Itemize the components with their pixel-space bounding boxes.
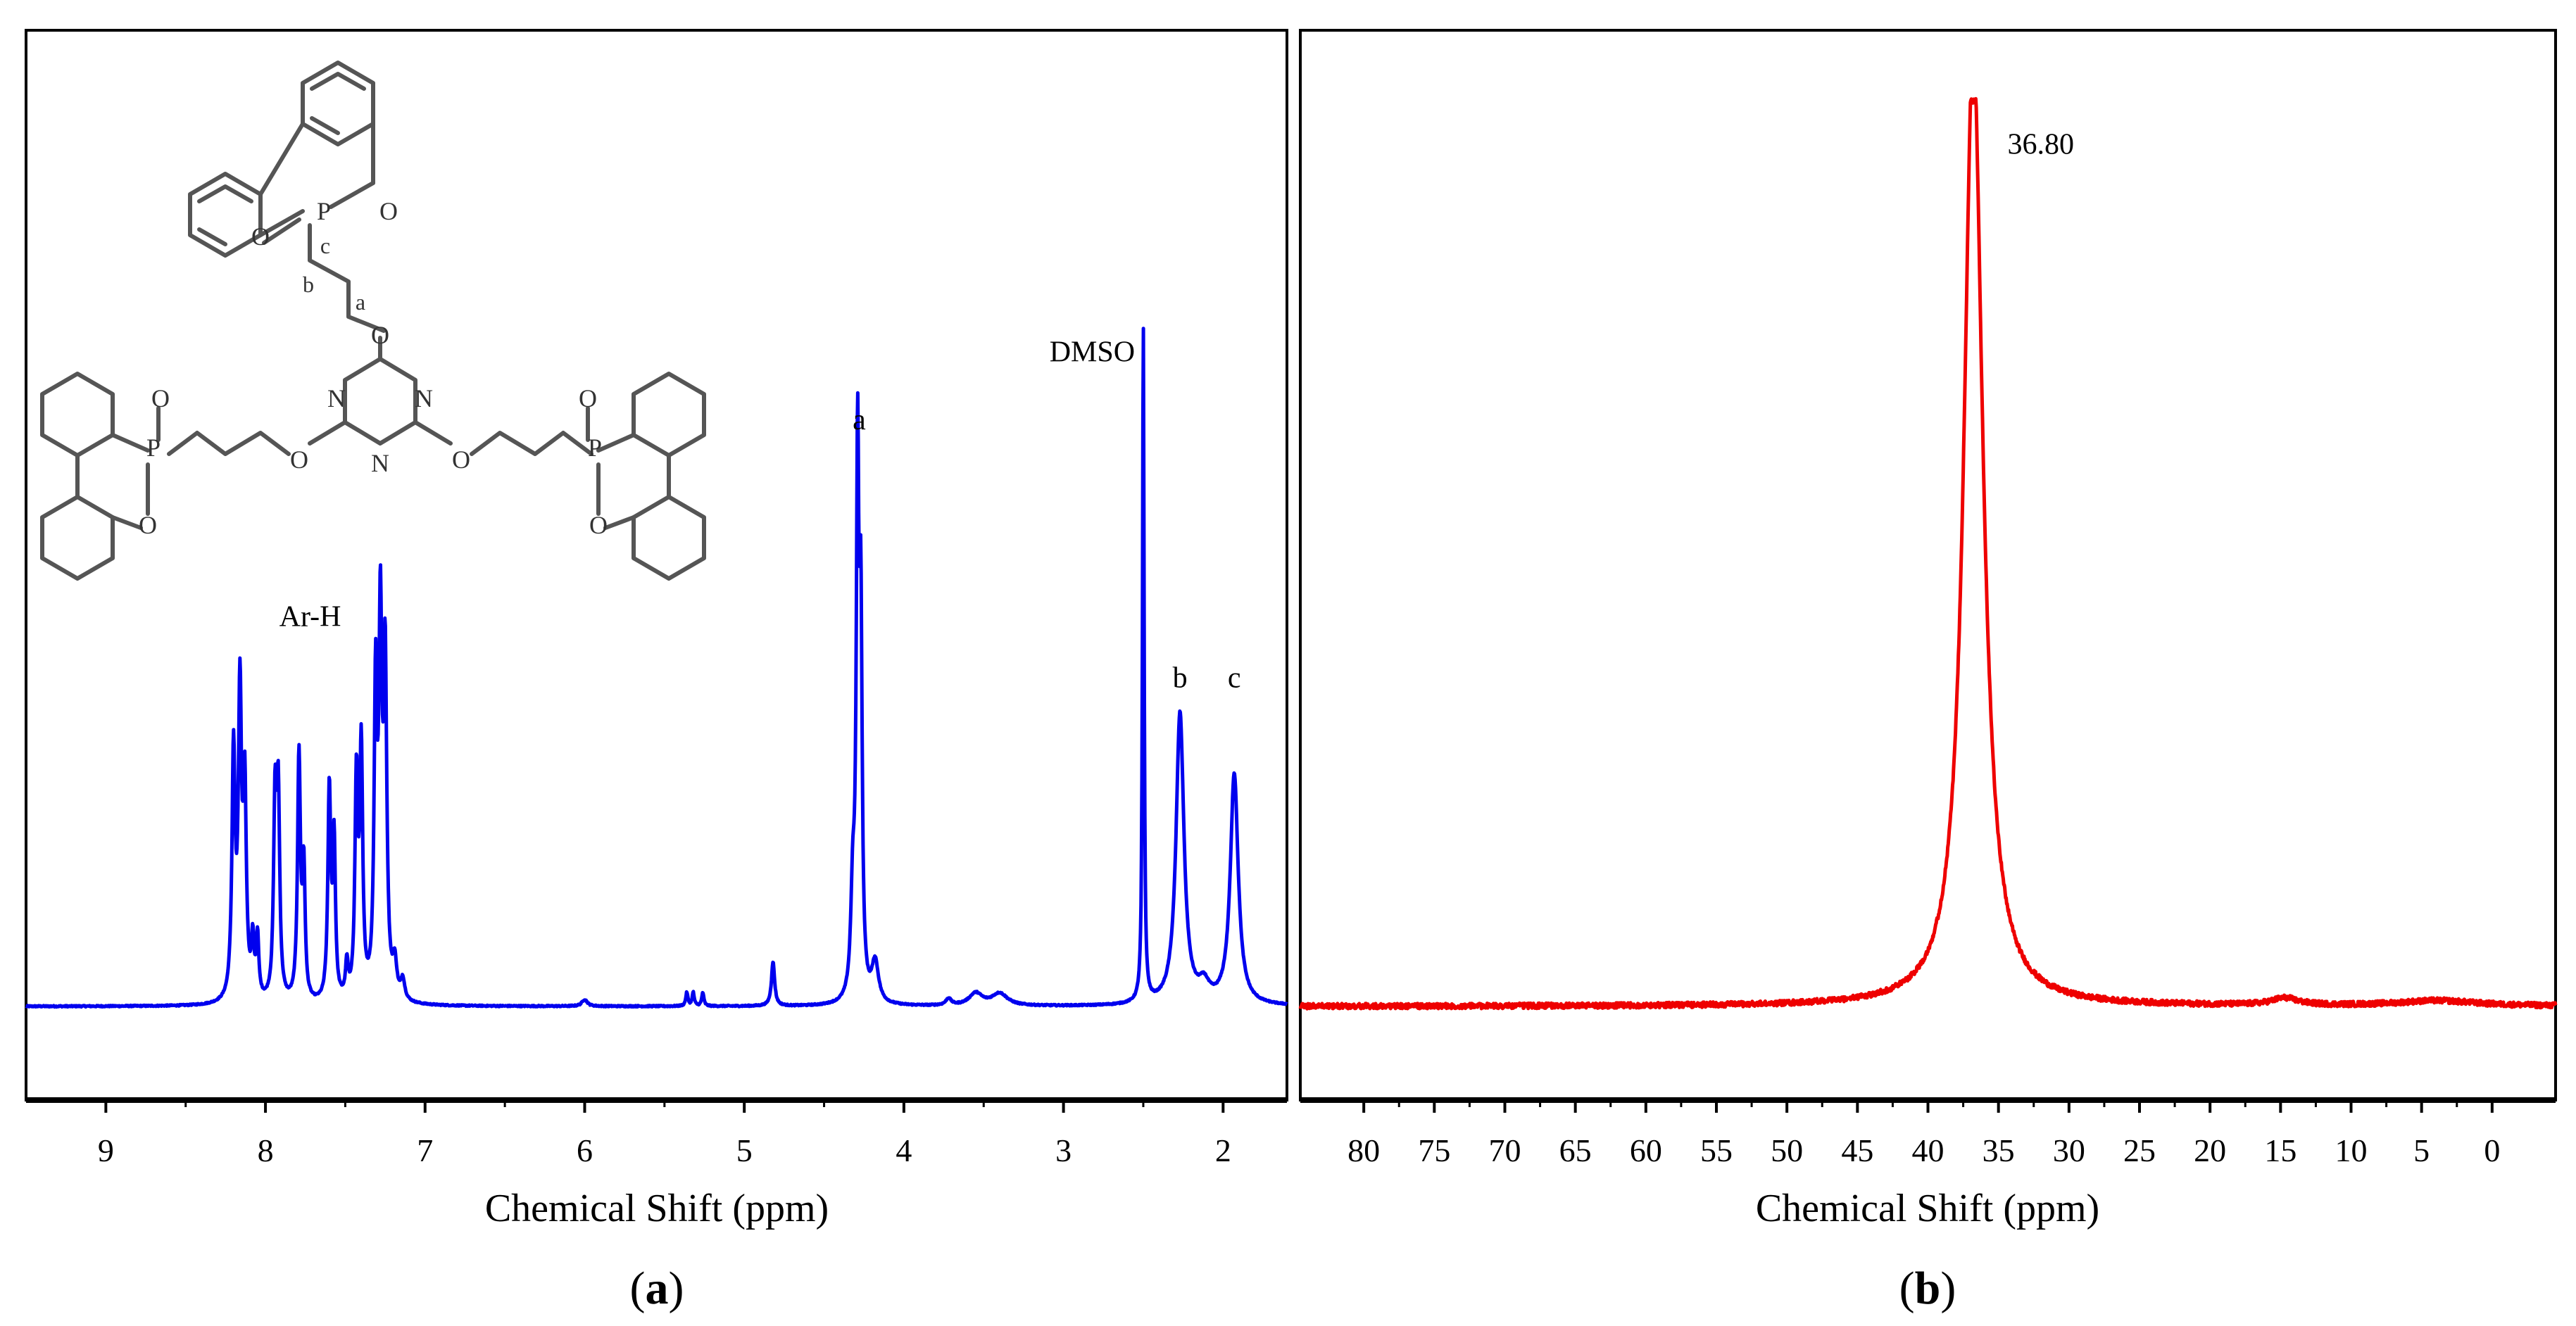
bond [596,433,636,453]
atom-o: O [371,321,389,349]
x-tick-label: 10 [2335,1132,2368,1168]
x-tick-label: 15 [2264,1132,2297,1168]
bond [258,122,305,196]
x-tick-label: 0 [2484,1132,2500,1168]
panel-b-annotations: 36.80 [2008,128,2075,160]
molecule-structure [40,61,706,581]
triazine-ring [343,357,417,446]
atom-o: O [589,511,608,539]
aromatic-bond [197,184,253,203]
x-tick-label: 70 [1488,1132,1521,1168]
x-tick-label: 55 [1700,1132,1733,1168]
atom-o: O [139,511,157,539]
x-tick-label: 45 [1841,1132,1873,1168]
po-double-bond [262,217,301,245]
x-tick-label: 3 [1055,1132,1072,1168]
bond [258,209,305,237]
x-tick-label: 25 [2123,1132,2156,1168]
h-nmr-spectrum-line [25,327,1288,1009]
bond [111,515,143,530]
x-tick-label: 2 [1215,1132,1231,1168]
peak-annotation: Ar-H [279,601,341,633]
chain-label-b: b [303,272,314,297]
x-tick-label: 65 [1559,1132,1592,1168]
x-tick-label: 40 [1912,1132,1944,1168]
peak-annotation: DMSO [1050,336,1135,368]
x-tick-label: 20 [2194,1132,2226,1168]
x-tick-label: 35 [1983,1132,2015,1168]
x-tick-label: 7 [417,1132,433,1168]
atom-o: O [151,384,170,412]
panel-a-caption: (a) [630,1263,684,1314]
atom-o: O [290,446,308,474]
chain-label-c: c [320,233,330,258]
right-benzene-ring-upper [632,372,706,457]
panel-a-tick-labels: 9 8 7 6 5 4 3 2 [98,1132,1231,1168]
x-tick-label: 6 [577,1132,593,1168]
bond [603,515,636,530]
peak-annotation: a [853,404,866,436]
atom-n: N [415,384,433,412]
p-nmr-spectrum-line [1298,96,2558,1011]
x-tick-label: 80 [1347,1132,1380,1168]
panel-a-caption-letter: a [646,1263,669,1314]
bond [329,181,375,209]
atom-n: N [327,384,346,412]
chain-label-a: a [356,289,365,315]
atom-p: P [146,434,161,462]
propyl-chain-top [308,223,386,333]
propyl-chain-right [470,431,593,456]
panel-b-tick-labels: 80 75 70 65 60 55 50 45 40 35 30 25 20 15 10 5 0 [1347,1132,2500,1168]
aromatic-bond [310,72,366,91]
x-tick-label: 8 [258,1132,274,1168]
atom-p: P [588,434,602,462]
panel-b-x-label: Chemical Shift (ppm) [1756,1187,2099,1230]
x-tick-label: 50 [1771,1132,1803,1168]
atom-o: O [379,197,398,225]
panel-a-annotations: Ar-H a DMSO b c [279,336,1241,694]
right-benzene-ring-lower [632,495,706,581]
x-tick-label: 75 [1418,1132,1450,1168]
propyl-chain-left [167,431,291,456]
panel-b-caption: (b) [1899,1263,1956,1314]
atom-o: O [579,384,597,412]
bond [111,433,150,453]
atom-p: P [317,197,331,225]
x-tick-label: 9 [98,1132,114,1168]
panel-b-frame [1299,29,2557,1101]
atom-o: O [452,446,470,474]
bond [413,420,453,446]
panel-a-x-label: Chemical Shift (ppm) [485,1187,829,1230]
x-tick-label: 5 [736,1132,753,1168]
x-tick-label: 5 [2413,1132,2430,1168]
left-benzene-ring-lower [40,495,115,581]
panel-a-ticks [104,1100,1225,1113]
molecule-atom-labels: P O O c b a O N N N O O P O O P O O [139,197,608,539]
panel-b-caption-letter: b [1915,1263,1941,1314]
aromatic-bond [197,227,227,246]
peak-annotation: c [1228,662,1241,694]
peak-annotation: 36.80 [2008,128,2075,160]
atom-n: N [371,449,389,477]
panel-b-ticks [1362,1100,2494,1113]
aromatic-bond [310,116,340,135]
left-benzene-ring-upper [40,372,115,457]
x-tick-label: 30 [2053,1132,2085,1168]
x-tick-label: 60 [1630,1132,1662,1168]
peak-annotation: b [1173,662,1188,694]
atom-o: O [251,222,270,251]
bond [308,420,347,446]
x-tick-label: 4 [896,1132,912,1168]
